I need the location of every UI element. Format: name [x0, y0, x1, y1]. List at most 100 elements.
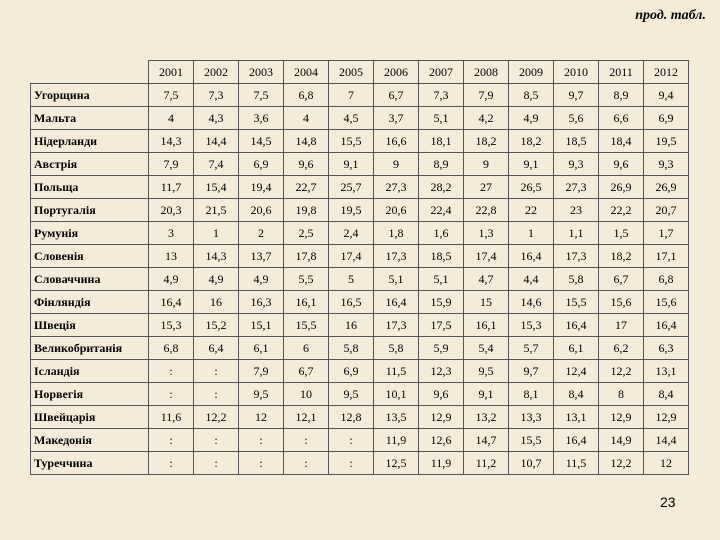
country-cell: Нідерланди: [30, 129, 149, 153]
value-cell: 18,2: [598, 244, 644, 268]
value-cell: 9,6: [598, 152, 644, 176]
value-cell: 16,4: [373, 290, 419, 314]
value-cell: 17,1: [643, 244, 689, 268]
value-cell: 6,9: [328, 359, 374, 383]
value-cell: :: [193, 451, 239, 475]
table-row: Румунія 3 1 2 2,5 2,4 1,8 1,6 1,3 1 1,1 1,5 1,7: [30, 221, 689, 245]
value-cell: 5,9: [418, 336, 464, 360]
value-cell: 7: [328, 83, 374, 107]
table-row: Мальта 4 4,3 3,6 4 4,5 3,7 5,1 4,2 4,9 5,6 6,6 6,9: [30, 106, 689, 130]
value-cell: 6: [283, 336, 329, 360]
value-cell: 17,4: [463, 244, 509, 268]
value-cell: 9,4: [643, 83, 689, 107]
column-header: 2008: [463, 60, 509, 84]
value-cell: 9,3: [643, 152, 689, 176]
value-cell: 27,3: [553, 175, 599, 199]
value-cell: 15,3: [148, 313, 194, 337]
value-cell: 8,4: [643, 382, 689, 406]
value-cell: 4,5: [328, 106, 374, 130]
value-cell: 19,5: [328, 198, 374, 222]
country-cell: Австрія: [30, 152, 149, 176]
country-cell: Швейцарія: [30, 405, 149, 429]
value-cell: 15,5: [283, 313, 329, 337]
value-cell: 19,4: [238, 175, 284, 199]
value-cell: 18,2: [463, 129, 509, 153]
value-cell: 11,9: [418, 451, 464, 475]
value-cell: 16,3: [238, 290, 284, 314]
value-cell: 8,1: [508, 382, 554, 406]
value-cell: 9,5: [463, 359, 509, 383]
value-cell: 26,5: [508, 175, 554, 199]
value-cell: 10: [283, 382, 329, 406]
country-cell: Словаччина: [30, 267, 149, 291]
table-body: Угорщина 7,5 7,3 7,5 6,8 7 6,7 7,3 7,9 8,5 9,7 8,9 9…: [30, 83, 689, 475]
value-cell: 27: [463, 175, 509, 199]
table-row: Австрія 7,9 7,4 6,9 9,6 9,1 9 8,9 9 9,1 9,3 9,6 9,3: [30, 152, 689, 176]
value-cell: 12: [238, 405, 284, 429]
table-row: Ісландія::7,9 6,7 6,9 11,5 12,3 9,5 9,7 12,4 12,…: [30, 359, 689, 383]
country-cell: Фінляндія: [30, 290, 149, 314]
value-cell: 22,2: [598, 198, 644, 222]
value-cell: 11,7: [148, 175, 194, 199]
value-cell: 9,6: [283, 152, 329, 176]
value-cell: 16,5: [328, 290, 374, 314]
column-header: 2010: [553, 60, 599, 84]
value-cell: 15,6: [643, 290, 689, 314]
value-cell: 10,7: [508, 451, 554, 475]
value-cell: 1,3: [463, 221, 509, 245]
value-cell: 11,5: [553, 451, 599, 475]
value-cell: 13,5: [373, 405, 419, 429]
country-cell: Румунія: [30, 221, 149, 245]
value-cell: :: [148, 382, 194, 406]
column-header: 2011: [598, 60, 644, 84]
value-cell: :: [148, 428, 194, 452]
value-cell: 5,1: [373, 267, 419, 291]
value-cell: 9: [373, 152, 419, 176]
value-cell: 12,2: [598, 359, 644, 383]
value-cell: 25,7: [328, 175, 374, 199]
value-cell: 16,1: [463, 313, 509, 337]
value-cell: 1: [193, 221, 239, 245]
value-cell: 14,3: [148, 129, 194, 153]
country-cell: Швеція: [30, 313, 149, 337]
column-header: 2001: [148, 60, 194, 84]
value-cell: 16,6: [373, 129, 419, 153]
value-cell: :: [328, 428, 374, 452]
value-cell: :: [283, 451, 329, 475]
value-cell: 14,8: [283, 129, 329, 153]
value-cell: 15,4: [193, 175, 239, 199]
value-cell: 4,9: [238, 267, 284, 291]
value-cell: 8,4: [553, 382, 599, 406]
value-cell: 9,1: [328, 152, 374, 176]
value-cell: 27,3: [373, 175, 419, 199]
value-cell: 17,8: [283, 244, 329, 268]
value-cell: 9: [463, 152, 509, 176]
data-table: 2001 2002 2003 2004 2005 2006 2007 2008 2009 2010…: [30, 60, 689, 475]
value-cell: 15,5: [553, 290, 599, 314]
value-cell: 6,2: [598, 336, 644, 360]
value-cell: 20,6: [238, 198, 284, 222]
value-cell: 9,5: [238, 382, 284, 406]
table-row: Норвегія::9,5 10 9,5 10,1 9,6 9,1 8,1 8,4 8 8,4: [30, 382, 689, 406]
value-cell: 13,1: [553, 405, 599, 429]
value-cell: 12,1: [283, 405, 329, 429]
value-cell: 20,7: [643, 198, 689, 222]
value-cell: :: [328, 451, 374, 475]
value-cell: 3,6: [238, 106, 284, 130]
value-cell: 6,1: [238, 336, 284, 360]
value-cell: 15,6: [598, 290, 644, 314]
value-cell: 14,4: [643, 428, 689, 452]
value-cell: 1,5: [598, 221, 644, 245]
value-cell: 7,9: [463, 83, 509, 107]
value-cell: 9,1: [463, 382, 509, 406]
column-header: 2004: [283, 60, 329, 84]
continuation-note: прод. табл.: [635, 8, 706, 23]
value-cell: 5,4: [463, 336, 509, 360]
value-cell: 6,7: [598, 267, 644, 291]
value-cell: 13,7: [238, 244, 284, 268]
value-cell: :: [193, 382, 239, 406]
country-cell: Великобританія: [30, 336, 149, 360]
value-cell: 4,3: [193, 106, 239, 130]
value-cell: 14,4: [193, 129, 239, 153]
